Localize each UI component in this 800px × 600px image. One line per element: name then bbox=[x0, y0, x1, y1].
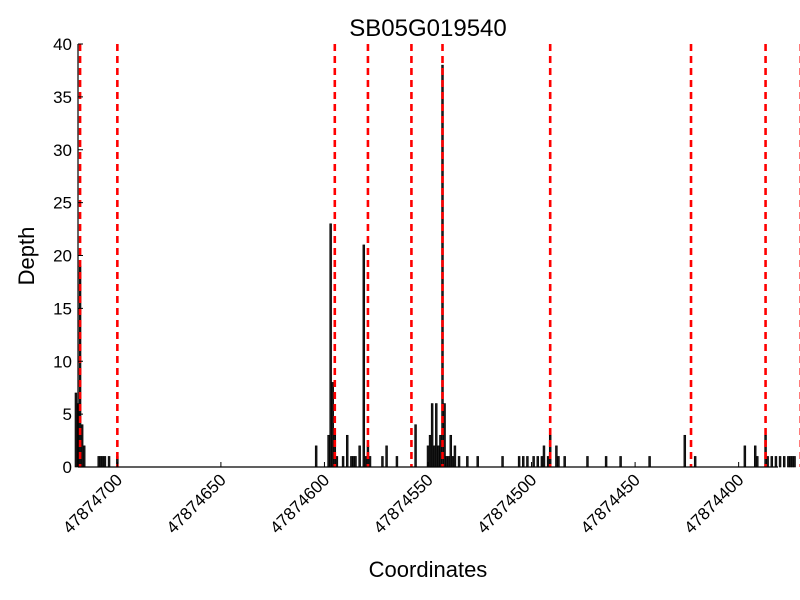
depth-bar bbox=[97, 456, 100, 468]
depth-bar bbox=[414, 424, 417, 468]
depth-bar bbox=[522, 456, 525, 468]
depth-bar bbox=[526, 456, 529, 468]
depth-bar bbox=[82, 445, 86, 468]
x-tick-label: 47874450 bbox=[577, 470, 644, 537]
depth-bar bbox=[428, 434, 432, 468]
depth-bar bbox=[345, 434, 349, 468]
depth-bar bbox=[107, 456, 111, 468]
depth-bar bbox=[341, 456, 345, 468]
boundary-lines-group bbox=[78, 44, 800, 467]
chart-title: SB05G019540 bbox=[349, 15, 506, 42]
depth-bar bbox=[693, 456, 697, 468]
depth-bar bbox=[443, 403, 446, 468]
depth-bar bbox=[789, 456, 792, 468]
depth-bar bbox=[546, 456, 550, 468]
x-tick-label: 47874400 bbox=[681, 470, 748, 537]
x-tick-label: 47874500 bbox=[473, 470, 540, 537]
depth-bar bbox=[395, 456, 399, 468]
depth-bar bbox=[430, 403, 434, 468]
depth-bar bbox=[385, 445, 388, 468]
x-ticks-group: 47874700 47874650 47874600 47874550 47874500… bbox=[59, 462, 747, 537]
depth-bar bbox=[453, 445, 457, 468]
depth-bar bbox=[563, 456, 566, 468]
y-axis-label: Depth bbox=[14, 227, 39, 286]
depth-bar bbox=[766, 456, 769, 468]
depth-bar bbox=[435, 403, 438, 468]
depth-bar bbox=[753, 445, 757, 468]
depth-bar bbox=[604, 456, 608, 468]
depth-bar bbox=[683, 434, 687, 468]
depth-bar bbox=[364, 456, 368, 468]
bars-group bbox=[74, 64, 796, 468]
x-tick-label: 47874700 bbox=[59, 470, 126, 537]
y-tick-label: 25 bbox=[53, 194, 72, 213]
depth-bar bbox=[793, 456, 796, 468]
x-tick-label: 47874650 bbox=[163, 470, 230, 537]
depth-bar bbox=[542, 445, 546, 468]
x-tick-label: 47874550 bbox=[370, 470, 437, 537]
depth-bar bbox=[362, 244, 366, 468]
depth-bar bbox=[536, 456, 539, 468]
depth-bar bbox=[619, 456, 622, 468]
depth-bar bbox=[501, 456, 504, 468]
depth-bar bbox=[335, 456, 339, 468]
depth-bar bbox=[782, 456, 786, 468]
depth-bar bbox=[358, 445, 361, 468]
depth-bar bbox=[314, 445, 318, 468]
depth-bar bbox=[329, 223, 332, 468]
y-tick-label: 0 bbox=[63, 458, 72, 477]
x-axis-label: Coordinates bbox=[369, 557, 488, 582]
depth-bar bbox=[368, 456, 372, 468]
x-tick-label: 47874600 bbox=[266, 470, 333, 537]
depth-bar bbox=[791, 456, 794, 468]
depth-bar bbox=[99, 456, 103, 468]
depth-bar bbox=[648, 456, 651, 468]
depth-bar bbox=[381, 456, 384, 468]
y-ticks-group: 0 5 10 15 20 25 30 35 40 bbox=[53, 35, 83, 477]
depth-bar bbox=[466, 456, 469, 468]
depth-bar bbox=[787, 456, 790, 468]
depth-bar bbox=[774, 456, 778, 468]
depth-bar bbox=[778, 456, 782, 468]
depth-bar bbox=[476, 456, 479, 468]
depth-bar bbox=[770, 456, 774, 468]
depth-bar bbox=[557, 456, 560, 468]
y-tick-label: 30 bbox=[53, 141, 72, 160]
depth-bar bbox=[80, 424, 84, 468]
y-tick-label: 5 bbox=[63, 405, 72, 424]
y-tick-label: 40 bbox=[53, 35, 72, 54]
depth-bar bbox=[532, 456, 535, 468]
depth-bar bbox=[756, 456, 759, 468]
depth-bar bbox=[517, 456, 521, 468]
axes-group bbox=[77, 44, 778, 468]
depth-bar bbox=[540, 456, 544, 468]
depth-bar bbox=[437, 445, 440, 468]
y-tick-label: 15 bbox=[53, 299, 72, 318]
depth-bar bbox=[445, 456, 448, 468]
depth-bar bbox=[439, 434, 442, 468]
depth-bar bbox=[457, 456, 461, 468]
depth-bar bbox=[451, 456, 455, 468]
depth-bar bbox=[103, 456, 107, 468]
depth-bar bbox=[354, 456, 357, 468]
depth-bar bbox=[447, 456, 450, 468]
depth-bar bbox=[74, 392, 78, 468]
depth-bar bbox=[331, 382, 334, 468]
depth-bar bbox=[352, 456, 355, 468]
y-tick-label: 35 bbox=[53, 88, 72, 107]
depth-bar bbox=[327, 434, 330, 468]
depth-bar bbox=[449, 434, 453, 468]
depth-bar bbox=[743, 445, 747, 468]
depth-bar bbox=[101, 456, 105, 468]
depth-bar bbox=[586, 456, 589, 468]
depth-bar bbox=[555, 445, 558, 468]
depth-bar bbox=[350, 456, 353, 468]
y-tick-label: 20 bbox=[53, 247, 72, 266]
depth-bar bbox=[432, 445, 436, 468]
y-tick-label: 10 bbox=[53, 352, 72, 371]
